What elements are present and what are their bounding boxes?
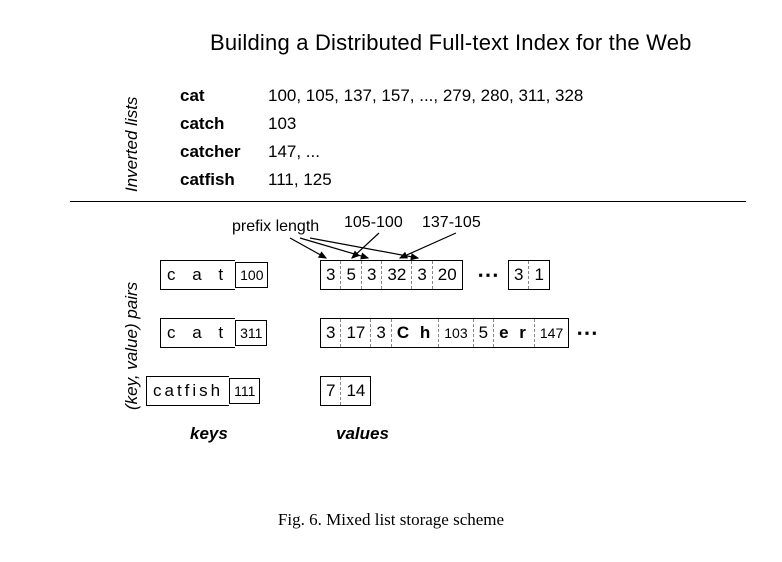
val-cell: C h: [392, 319, 439, 347]
val-cell: 3: [509, 261, 529, 289]
vlabel-kv-pairs: (key, value) pairs: [122, 282, 142, 410]
val-cell: 5: [341, 261, 361, 289]
annot-diff-2: 137-105: [422, 214, 481, 232]
figure-caption: Fig. 6. Mixed list storage scheme: [0, 510, 782, 530]
col-label-keys: keys: [190, 424, 228, 444]
keybox: c a t 311: [160, 318, 267, 348]
keybox-num: 311: [235, 320, 267, 346]
inverted-lists: cat 100, 105, 137, 157, ..., 279, 280, 3…: [180, 82, 583, 194]
keybox-num: 100: [235, 262, 268, 288]
val-cell: 3: [321, 319, 341, 347]
annot-prefix-length: prefix length: [232, 218, 319, 236]
valbox-row1-seg2: 3 1: [508, 260, 550, 290]
keybox: c a t 100: [160, 260, 268, 290]
inverted-vals: 103: [268, 110, 296, 138]
val-cell: 7: [321, 377, 341, 405]
inverted-key: cat: [180, 82, 254, 110]
val-cell: 1: [529, 261, 548, 289]
keybox-word: c a t: [160, 260, 235, 290]
val-cell: 20: [433, 261, 462, 289]
valbox-row2: 3 17 3 C h 103 5 e r 147: [320, 318, 569, 348]
inverted-key: catch: [180, 110, 254, 138]
val-cell: 14: [341, 377, 370, 405]
inverted-key: catfish: [180, 166, 254, 194]
valbox-row3: 7 14: [320, 376, 371, 406]
col-label-values: values: [336, 424, 389, 444]
section-divider: [70, 201, 746, 202]
val-cell: 32: [382, 261, 412, 289]
annot-diff-1: 105-100: [344, 214, 403, 232]
keybox-num: 111: [229, 378, 260, 404]
val-cell: 5: [474, 319, 494, 347]
val-cell: 3: [412, 261, 432, 289]
vlabel-inverted-lists: Inverted lists: [122, 97, 142, 192]
inverted-key: catcher: [180, 138, 254, 166]
val-cell: 3: [371, 319, 391, 347]
inverted-row: cat 100, 105, 137, 157, ..., 279, 280, 3…: [180, 82, 583, 110]
inverted-vals: 111, 125: [268, 166, 332, 194]
val-cell: e r: [494, 319, 535, 347]
inverted-row: catcher 147, ...: [180, 138, 583, 166]
val-cell: 3: [321, 261, 341, 289]
inverted-vals: 100, 105, 137, 157, ..., 279, 280, 311, …: [268, 82, 583, 110]
keybox: catfish 111: [146, 376, 260, 406]
val-cell: 17: [341, 319, 371, 347]
inverted-row: catch 103: [180, 110, 583, 138]
inverted-row: catfish 111, 125: [180, 166, 583, 194]
val-cell: 147: [535, 319, 568, 347]
page-title: Building a Distributed Full-text Index f…: [210, 30, 692, 56]
valbox-row1-seg1: 3 5 3 32 3 20: [320, 260, 463, 290]
keybox-word: catfish: [146, 376, 229, 406]
keybox-word: c a t: [160, 318, 235, 348]
inverted-vals: 147, ...: [268, 138, 320, 166]
val-cell: 103: [439, 319, 473, 347]
val-cell: 3: [362, 261, 382, 289]
figure-page: Building a Distributed Full-text Index f…: [0, 0, 782, 562]
ellipsis-icon: ⋯: [576, 320, 600, 346]
ellipsis-icon: ⋯: [477, 262, 501, 288]
